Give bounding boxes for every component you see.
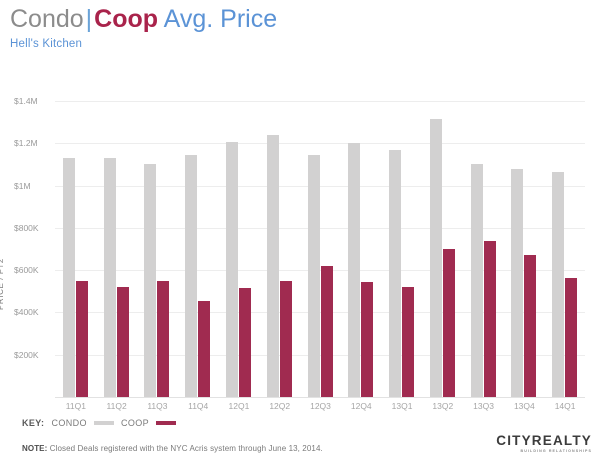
bar-coop-13q1 bbox=[402, 287, 415, 397]
y-axis-tick-label: $800K bbox=[14, 222, 39, 233]
bar-coop-13q3 bbox=[483, 240, 496, 397]
bar-group: 11Q3 bbox=[144, 101, 170, 411]
bar-group: 11Q1 bbox=[62, 101, 88, 411]
bar-group: 14Q1 bbox=[552, 101, 578, 411]
x-axis-tick-label: 12Q4 bbox=[350, 401, 372, 411]
title-condo: Condo bbox=[10, 5, 84, 33]
bar-group: 11Q4 bbox=[185, 101, 211, 411]
y-axis-tick-label: $600K bbox=[14, 265, 39, 276]
x-axis-tick-label: 12Q2 bbox=[269, 401, 291, 411]
y-axis-tick-label: $400K bbox=[14, 307, 39, 318]
bar-condo-13q1 bbox=[389, 149, 402, 397]
footer-note-label: NOTE: bbox=[22, 444, 48, 453]
x-axis-tick-label: 11Q4 bbox=[188, 401, 209, 411]
x-axis-tick-label: 13Q2 bbox=[432, 401, 454, 411]
logo-tagline: BUILDING RELATIONSHIPS bbox=[520, 449, 592, 453]
bar-coop-11q1 bbox=[75, 280, 88, 397]
y-axis-tick-labels: $200K $400K $600K $800K $1M $1.2M $1.4M bbox=[0, 96, 600, 397]
page-title: Condo|Coop Avg. Price bbox=[10, 4, 590, 34]
bar-condo-13q3 bbox=[470, 164, 483, 397]
bar-group: 12Q4 bbox=[348, 101, 374, 411]
bar-condo-12q1 bbox=[225, 142, 238, 397]
y-axis-tick-label: $1M bbox=[14, 180, 31, 191]
bar-coop-12q3 bbox=[320, 265, 333, 397]
gridline bbox=[55, 354, 585, 356]
x-axis-tick-label: 14Q1 bbox=[554, 401, 576, 411]
bar-group: 13Q4 bbox=[511, 101, 537, 411]
page-subtitle: Hell's Kitchen bbox=[10, 38, 83, 50]
bar-group: 12Q2 bbox=[266, 101, 292, 411]
bar-condo-11q3 bbox=[144, 164, 157, 397]
bar-condo-13q2 bbox=[429, 118, 442, 397]
chart-legend: KEY: CONDO COOP bbox=[22, 418, 177, 428]
bar-group: 12Q3 bbox=[307, 101, 333, 411]
gridline bbox=[55, 185, 585, 187]
bar-coop-11q4 bbox=[198, 300, 211, 397]
bar-group: 12Q1 bbox=[225, 101, 251, 411]
y-axis-tick-label: $1.2M bbox=[14, 138, 38, 149]
legend-key-label: KEY: bbox=[22, 418, 45, 428]
title-suffix: Avg. Price bbox=[163, 5, 278, 33]
footer-note: NOTE: Closed Deals registered with the N… bbox=[22, 444, 323, 453]
bar-condo-12q2 bbox=[266, 134, 279, 397]
bar-group: 13Q2 bbox=[429, 101, 455, 411]
bar-coop-12q2 bbox=[279, 280, 292, 397]
bar-group: 13Q1 bbox=[389, 101, 415, 411]
x-axis-tick-label: 11Q1 bbox=[65, 401, 86, 411]
bar-condo-12q3 bbox=[307, 154, 320, 397]
bar-group: 11Q2 bbox=[103, 101, 129, 411]
x-axis-tick-label: 13Q4 bbox=[513, 401, 535, 411]
footer-note-text: Closed Deals registered with the NYC Acr… bbox=[49, 444, 323, 453]
legend-swatch-coop bbox=[156, 421, 177, 425]
gridline bbox=[55, 227, 585, 229]
chart-header: Condo|Coop Avg. Price Hell's Kitchen bbox=[10, 4, 590, 50]
y-axis-tick-label: $1.4M bbox=[14, 96, 38, 106]
bar-coop-13q2 bbox=[442, 249, 455, 397]
legend-item-condo-label: CONDO bbox=[51, 418, 87, 428]
bar-coop-12q4 bbox=[361, 281, 374, 397]
bar-condo-11q1 bbox=[62, 158, 75, 397]
logo-wordmark: CITYREALTY bbox=[496, 433, 592, 448]
x-axis-tick-label: 11Q3 bbox=[147, 401, 168, 411]
bar-group: 13Q3 bbox=[470, 101, 496, 411]
bar-condo-14q1 bbox=[552, 171, 565, 397]
cityrealty-logo: CITYREALTY BUILDING RELATIONSHIPS bbox=[496, 434, 592, 454]
y-axis-tick-label: $200K bbox=[14, 349, 39, 360]
x-axis-tick-label: 12Q3 bbox=[310, 401, 331, 411]
legend-swatch-condo bbox=[93, 421, 114, 425]
gridline bbox=[55, 270, 585, 272]
x-axis-line bbox=[55, 397, 585, 398]
title-separator: | bbox=[85, 5, 93, 33]
bar-condo-12q4 bbox=[348, 143, 361, 397]
bar-condo-11q4 bbox=[185, 154, 198, 397]
bar-coop-14q1 bbox=[565, 277, 578, 397]
x-axis-tick-label: 13Q1 bbox=[391, 401, 413, 411]
bar-coop-11q3 bbox=[157, 280, 170, 397]
bar-coop-11q2 bbox=[116, 287, 129, 397]
legend-item-coop-label: COOP bbox=[120, 418, 150, 428]
bar-coop-13q4 bbox=[524, 255, 537, 397]
plot-area: 11Q1 11Q2 11Q3 11Q4 12Q1 12Q2 12Q3 12Q4 13Q1 13Q2… bbox=[55, 101, 585, 411]
x-axis-tick-label: 12Q1 bbox=[228, 401, 250, 411]
title-coop: Coop bbox=[94, 5, 159, 33]
gridline bbox=[55, 101, 585, 102]
gridline bbox=[55, 143, 585, 145]
x-axis-tick-label: 13Q3 bbox=[473, 401, 494, 411]
bar-condo-11q2 bbox=[103, 158, 116, 397]
bar-coop-12q1 bbox=[238, 288, 251, 397]
bar-chart: PRICE / FT2 $200K$400K$600K$800K$1M$1.2M… bbox=[0, 85, 600, 411]
gridline bbox=[55, 312, 585, 314]
x-axis-tick-label: 11Q2 bbox=[106, 401, 127, 411]
bar-condo-13q4 bbox=[511, 168, 524, 397]
